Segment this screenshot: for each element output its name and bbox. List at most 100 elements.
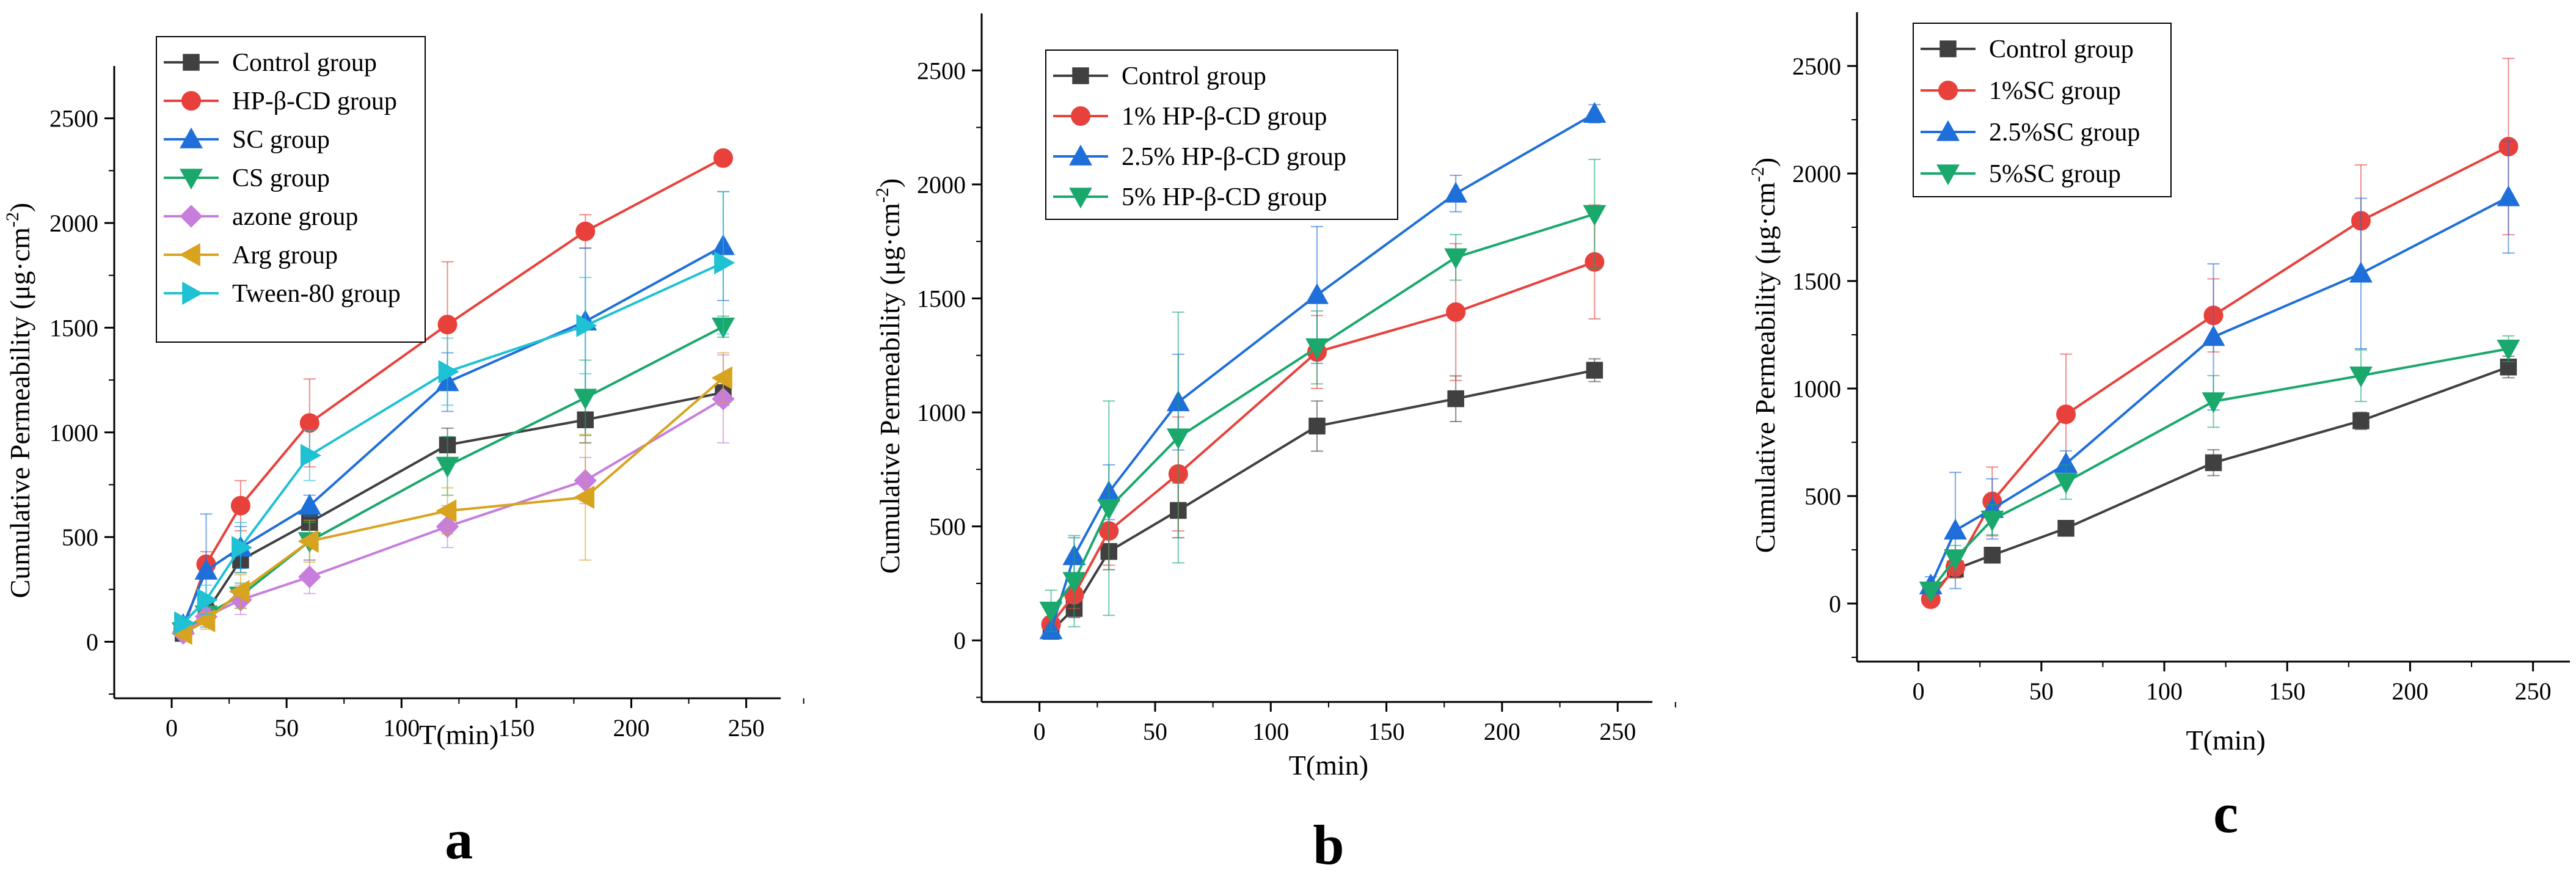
y-tick-label: 500: [62, 524, 98, 551]
series-line: [1050, 369, 1595, 632]
panel-c: 0 500 1000 1500 2000 2500 0 50 100 150 200 250 T(min…: [1748, 12, 2570, 844]
series-5-sc-group: [1919, 335, 2520, 603]
series-5-hp-cd-group: [1039, 158, 1607, 632]
legend-marker: [1069, 188, 1092, 209]
data-point: [1944, 549, 1967, 571]
data-point: [1447, 390, 1464, 407]
x-tick-label: 150: [1368, 718, 1405, 745]
panel-letter: a: [445, 808, 473, 871]
data-point: [438, 360, 459, 384]
data-point: [711, 366, 732, 390]
legend-label: 5%SC group: [1989, 160, 2121, 188]
legend: Control group 1% HP-β-CD group 2.5% HP-β-C…: [1045, 49, 1398, 220]
y-tick-label: 1000: [1792, 375, 1841, 403]
y-tick-label: 2500: [1792, 53, 1841, 80]
x-tick-label: 200: [1484, 718, 1520, 745]
data-point: [194, 558, 218, 580]
y-tick-label: 0: [86, 628, 98, 656]
data-point: [1305, 338, 1329, 360]
data-point: [1097, 499, 1121, 521]
x-tick-label: 150: [498, 714, 535, 742]
legend-marker: [180, 205, 203, 228]
legend-marker: [182, 282, 203, 305]
series-2-5-sc-group: [1919, 141, 2520, 595]
data-point: [197, 588, 218, 612]
y-tick-label: 0: [954, 627, 966, 654]
data-point: [1446, 302, 1466, 322]
y-tick-label: 1500: [49, 314, 98, 342]
x-tick-label: 50: [1143, 718, 1167, 745]
legend-marker: [1939, 40, 1957, 57]
x-tick-label: 0: [1034, 718, 1046, 745]
data-point: [194, 609, 216, 633]
legend-label: Control group: [1122, 62, 1266, 90]
data-point: [1062, 572, 1086, 593]
y-axis-title-close: ): [874, 178, 905, 188]
y-tick-label: 2000: [49, 210, 98, 237]
legend-label: CS group: [232, 164, 330, 192]
y-axis-title-close: ): [1750, 158, 1781, 167]
legend-label: azone group: [232, 203, 358, 231]
y-tick-label: 0: [1829, 590, 1841, 618]
legend-marker: [180, 169, 203, 190]
legend-label: Arg group: [232, 241, 338, 269]
panel-a: 0 500 1000 1500 2000 2500 0 50 100 150 200 250 T(min…: [2, 36, 805, 871]
data-point: [1583, 101, 1607, 123]
x-tick-label: 200: [2392, 678, 2428, 705]
y-tick-label: 1500: [917, 285, 966, 312]
data-point: [228, 580, 250, 604]
x-tick-label: 100: [1252, 718, 1289, 745]
data-point: [1983, 547, 2001, 564]
x-tick-label: 50: [2029, 678, 2054, 705]
legend-box: [156, 36, 426, 343]
legend-marker: [181, 91, 201, 111]
x-tick-label: 250: [728, 714, 765, 742]
legend-marker: [1938, 81, 1958, 100]
series-line: [1930, 145, 2509, 601]
legend: Control group 1%SC group 2.5%SC group 5%SC …: [1913, 23, 2172, 197]
data-point: [2352, 412, 2370, 429]
data-point: [2349, 367, 2373, 388]
legend-marker: [1072, 67, 1089, 84]
data-point: [1919, 582, 1943, 603]
legend-box: [1045, 49, 1398, 220]
data-point: [574, 389, 597, 410]
y-tick-label: 1000: [49, 419, 98, 447]
legend-marker: [180, 127, 203, 148]
data-point: [714, 251, 735, 275]
data-point: [1980, 510, 2004, 531]
legend-marker: [1071, 106, 1090, 126]
legend-marker: [1069, 144, 1092, 166]
data-point: [297, 494, 321, 515]
y-tick-label: 2000: [1792, 160, 1841, 188]
data-point: [2497, 340, 2520, 361]
y-tick-label: 2000: [917, 171, 966, 199]
y-axis-title-main: Cumulative Permeability (μg·cm: [4, 227, 35, 598]
x-tick-label: 0: [166, 714, 178, 742]
series-arg-group: [171, 352, 732, 645]
x-tick-label: 150: [2269, 678, 2305, 705]
data-point: [2202, 325, 2225, 346]
y-axis-title-sup: -2: [1748, 167, 1768, 182]
legend-label: 2.5% HP-β-CD group: [1122, 143, 1346, 171]
data-point: [573, 486, 595, 509]
data-point: [436, 499, 457, 523]
data-point: [1308, 417, 1326, 435]
data-point: [2056, 404, 2076, 425]
x-tick-label: 250: [1599, 718, 1636, 745]
legend-marker: [179, 243, 200, 266]
data-point: [1586, 362, 1604, 379]
data-point: [713, 148, 733, 168]
x-tick-label: 100: [383, 714, 420, 742]
y-axis-title: Cumulative Permeability (μg·cm-2): [1748, 158, 1781, 553]
x-tick-label: 0: [1913, 678, 1925, 705]
data-point: [437, 315, 458, 335]
data-point: [575, 221, 596, 241]
data-point: [297, 530, 319, 553]
legend: Control group HP-β-CD group SC group CS gro…: [156, 36, 426, 343]
data-point: [1583, 205, 1607, 226]
y-axis-title-close: ): [4, 203, 35, 212]
series-cs-group: [171, 315, 735, 643]
series-line: [1050, 213, 1595, 612]
